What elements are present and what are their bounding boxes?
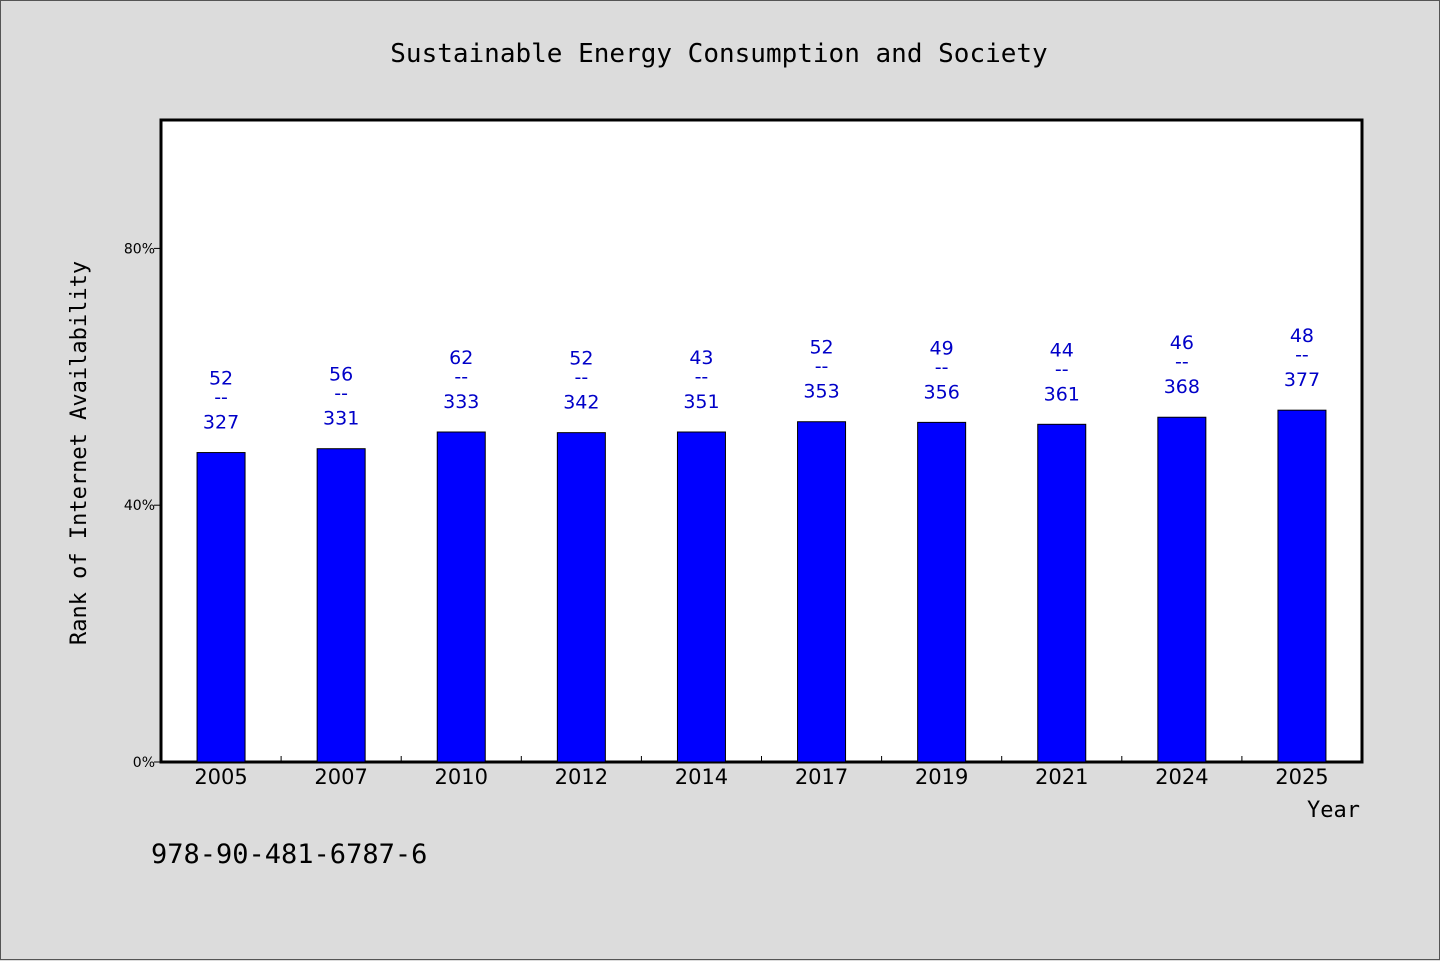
- bar-label-top: 56: [329, 364, 353, 386]
- bar-label-bottom: 368: [1164, 376, 1200, 398]
- bars: [196, 409, 1327, 763]
- bar-label-bottom: 351: [683, 391, 719, 413]
- bar: [1277, 409, 1327, 763]
- bar-label-separator: --: [454, 366, 468, 388]
- bar-label-bottom: 327: [203, 412, 239, 434]
- y-tick-label: 0%: [133, 755, 155, 771]
- x-tick-label: 2024: [1155, 765, 1208, 789]
- x-tick-label: 2025: [1275, 765, 1328, 789]
- bar-label-bottom: 331: [323, 408, 359, 430]
- bar-label-bottom: 361: [1044, 383, 1080, 405]
- bar: [1157, 416, 1207, 763]
- y-axis: 0% 40% 80%: [124, 241, 161, 771]
- bar-label-separator: --: [695, 366, 709, 388]
- bar-label-top: 48: [1290, 325, 1314, 347]
- x-tick-label: 2021: [1035, 765, 1088, 789]
- bar-label-separator: --: [574, 367, 588, 389]
- bar-label-bottom: 356: [924, 381, 960, 403]
- x-axis-label: Year: [1307, 798, 1360, 823]
- bar-label-top: 52: [569, 348, 593, 370]
- bar: [556, 432, 606, 763]
- bar-label-top: 62: [449, 347, 473, 369]
- x-tick-label: 2012: [555, 765, 608, 789]
- y-tick-label: 80%: [124, 241, 155, 257]
- bar-label-separator: --: [1175, 351, 1189, 373]
- footer-isbn: 978-90-481-6787-6: [151, 839, 427, 870]
- y-axis-label: Rank of Internet Availability: [67, 261, 92, 645]
- bar: [917, 421, 967, 763]
- bar-label-bottom: 333: [443, 391, 479, 413]
- bar-label-separator: --: [1055, 358, 1069, 380]
- bar-label-separator: --: [214, 387, 228, 409]
- bar: [676, 431, 726, 763]
- bar: [797, 421, 847, 763]
- bar: [196, 452, 246, 763]
- bar: [436, 431, 486, 763]
- bar-label-separator: --: [935, 356, 949, 378]
- x-tick-label: 2007: [314, 765, 367, 789]
- x-tick-label: 2010: [435, 765, 488, 789]
- bar-label-bottom: 377: [1284, 369, 1320, 391]
- bar: [316, 448, 366, 763]
- bar-label-top: 52: [209, 368, 233, 390]
- bar-label-separator: --: [815, 356, 829, 378]
- x-tick-label: 2019: [915, 765, 968, 789]
- chart-title: Sustainable Energy Consumption and Socie…: [390, 39, 1047, 69]
- bar-label-top: 43: [689, 347, 713, 369]
- bar-label-bottom: 353: [803, 381, 839, 403]
- bar-label-top: 52: [809, 337, 833, 359]
- y-tick-label: 40%: [124, 498, 155, 514]
- bar-labels: 52--32756--33162--33352--34243--35152--3…: [203, 325, 1320, 433]
- bar-label-separator: --: [334, 383, 348, 405]
- bar-label-top: 44: [1050, 339, 1074, 361]
- bar-label-top: 46: [1170, 332, 1194, 354]
- bar-label-bottom: 342: [563, 392, 599, 414]
- x-tick-label: 2017: [795, 765, 848, 789]
- x-tick-label: 2005: [194, 765, 247, 789]
- bar: [1037, 423, 1087, 763]
- bar-label-separator: --: [1295, 344, 1309, 366]
- bar-label-top: 49: [930, 337, 954, 359]
- x-tick-label: 2014: [675, 765, 728, 789]
- x-axis: 2005 2007 2010 2012 2014 2017 2019 2021 2024 2025: [194, 756, 1329, 789]
